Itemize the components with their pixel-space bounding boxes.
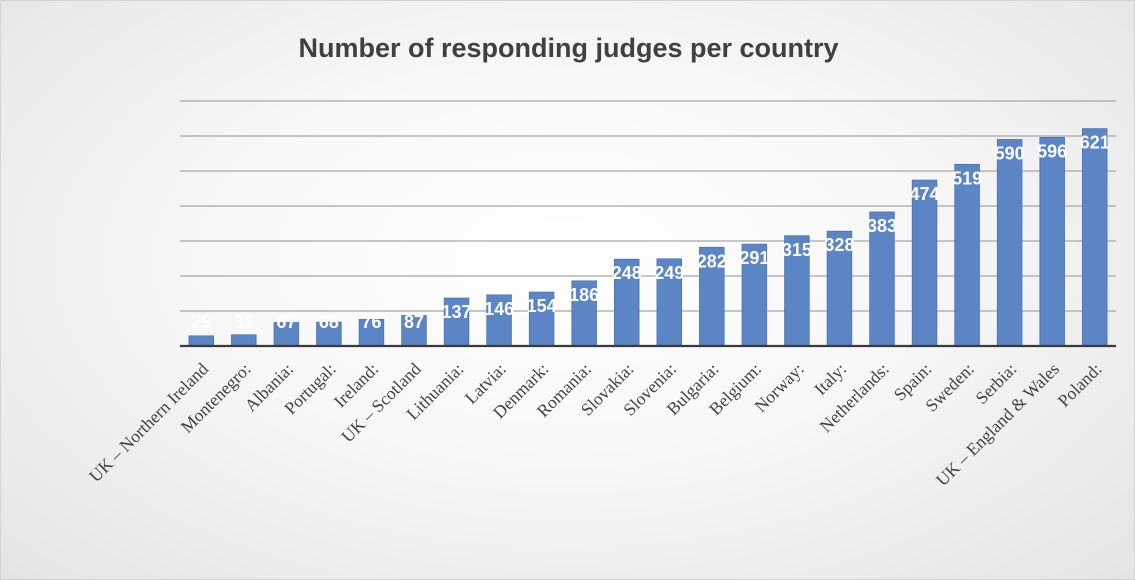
bar xyxy=(358,318,385,347)
data-label: 590 xyxy=(995,144,1025,164)
bar xyxy=(826,230,853,347)
data-label: 328 xyxy=(824,235,854,255)
bar xyxy=(741,243,768,347)
bar xyxy=(1039,136,1065,347)
data-label: 137 xyxy=(442,302,472,322)
data-label: 248 xyxy=(612,263,642,283)
bars xyxy=(188,128,1108,347)
data-label: 315 xyxy=(782,240,812,260)
bar xyxy=(996,139,1023,347)
bar xyxy=(869,211,895,347)
bar xyxy=(699,246,725,347)
data-label: 621 xyxy=(1080,133,1110,153)
data-label: 291 xyxy=(739,248,769,268)
bar xyxy=(954,163,980,347)
data-label: 383 xyxy=(867,216,897,236)
data-label: 249 xyxy=(654,263,684,283)
data-label: 186 xyxy=(569,285,599,305)
data-label: 282 xyxy=(697,251,727,271)
data-label: 146 xyxy=(484,299,514,319)
data-label: 596 xyxy=(1037,141,1067,161)
bar xyxy=(656,258,683,347)
bar xyxy=(231,334,257,347)
bar xyxy=(784,235,810,347)
bar xyxy=(1081,128,1108,347)
data-label: 474 xyxy=(910,184,940,204)
bar xyxy=(443,297,470,347)
data-label: 32 xyxy=(234,312,254,332)
bar xyxy=(911,179,938,347)
data-label: 87 xyxy=(404,312,424,332)
value-labels: 29 32 67 68 76 87 137 146 154 186 248 249 282 291 315 3… xyxy=(191,133,1109,332)
chart-title: Number of responding judges per country xyxy=(298,33,839,63)
data-label: 68 xyxy=(319,312,339,332)
data-label: 76 xyxy=(361,312,381,332)
bar xyxy=(401,315,427,347)
bar xyxy=(613,258,640,347)
category-labels: UK – Northern IrelandMontenegro:Albania:… xyxy=(85,359,1106,490)
bar xyxy=(188,335,215,347)
data-label: 67 xyxy=(276,312,296,332)
data-label: 519 xyxy=(952,168,982,188)
gridlines xyxy=(180,100,1116,312)
category-label: Poland: xyxy=(1054,359,1106,411)
data-label: 154 xyxy=(527,296,557,316)
data-label: 29 xyxy=(191,312,211,332)
